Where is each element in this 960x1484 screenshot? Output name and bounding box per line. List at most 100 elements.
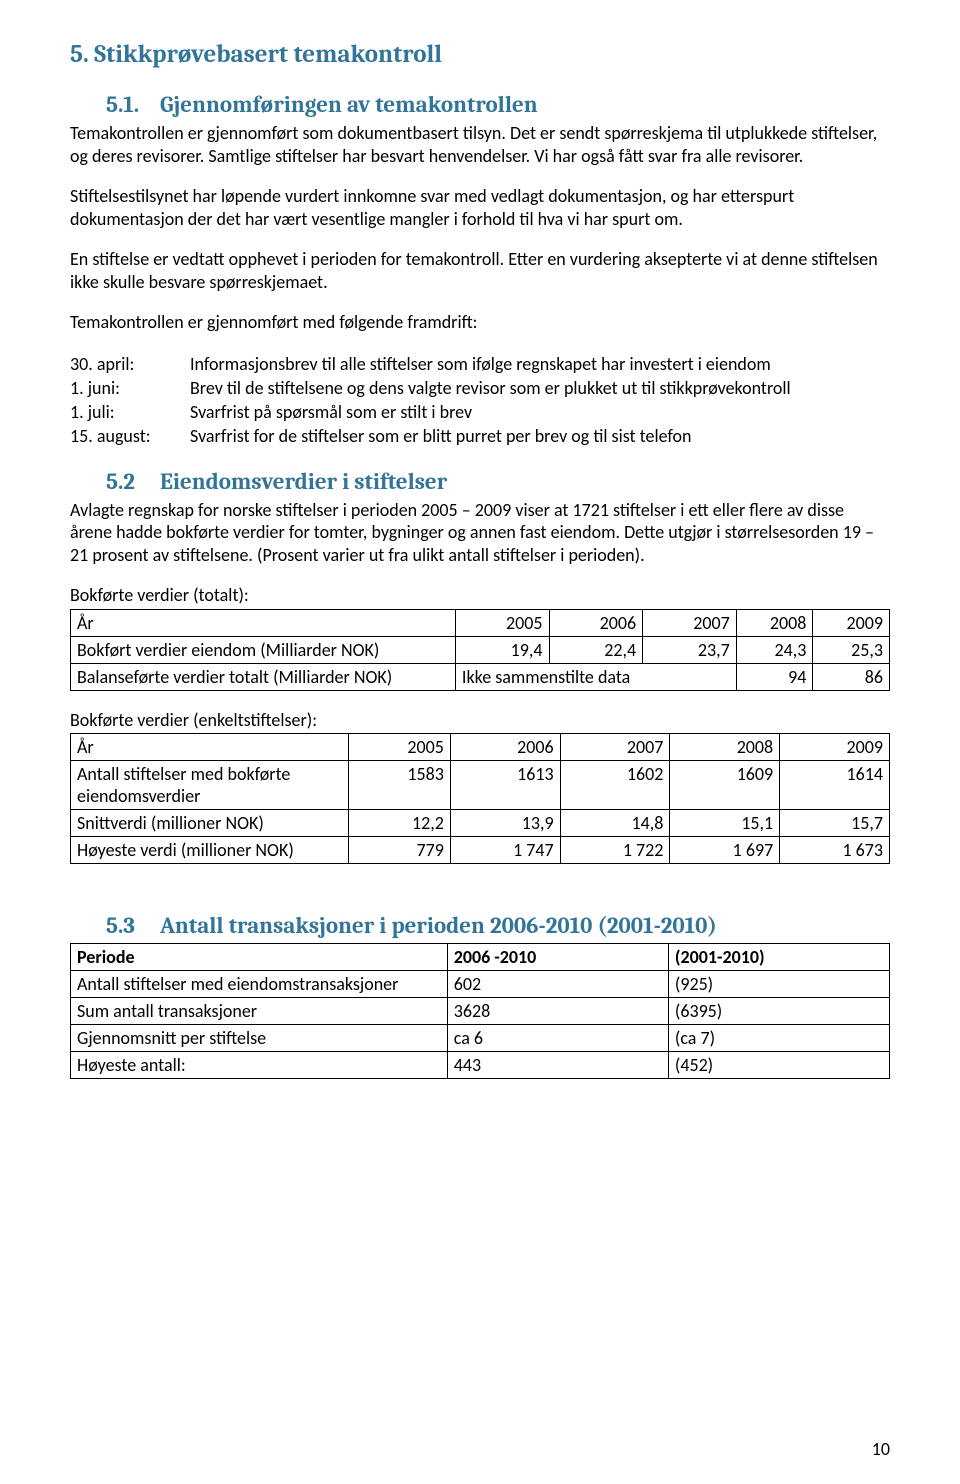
schedule-date: 1. juli: [70, 400, 190, 424]
cell: 3628 [447, 998, 668, 1025]
cell: (ca 7) [668, 1025, 889, 1052]
schedule-item: 1. juli: Svarfrist på spørsmål som er st… [70, 400, 791, 424]
cell: 14,8 [560, 810, 670, 837]
cell: (6395) [668, 998, 889, 1025]
table-row: Sum antall transaksjoner 3628 (6395) [71, 998, 890, 1025]
cell: 1 722 [560, 837, 670, 864]
cell: (452) [668, 1052, 889, 1079]
table-row: Antall stiftelser med eiendomstransaksjo… [71, 971, 890, 998]
cell: ca 6 [447, 1025, 668, 1052]
heading-5-3: 5.3Antall transaksjoner i perioden 2006-… [70, 912, 890, 939]
schedule-desc: Svarfrist på spørsmål som er stilt i bre… [190, 400, 791, 424]
cell-label: Sum antall transaksjoner [71, 998, 448, 1025]
table-row: Antall stiftelser med bokførte eiendomsv… [71, 761, 890, 810]
cell: 2009 [813, 609, 890, 636]
cell-label: Balanseførte verdier totalt (Milliarder … [71, 663, 456, 690]
cell: 22,4 [549, 636, 643, 663]
cell: 2006 -2010 [447, 944, 668, 971]
para-5-2: Avlagte regnskap for norske stiftelser i… [70, 499, 890, 567]
schedule-list: 30. april: Informasjonsbrev til alle sti… [70, 352, 791, 448]
cell-periode: Periode [71, 944, 448, 971]
cell: 2007 [560, 734, 670, 761]
cell: 24,3 [736, 636, 813, 663]
schedule-date: 15. august: [70, 424, 190, 448]
cell-label: Bokført verdier eiendom (Milliarder NOK) [71, 636, 456, 663]
table-row: Høyeste antall: 443 (452) [71, 1052, 890, 1079]
page-number: 10 [872, 1438, 890, 1460]
para-5-1-c: En stiftelse er vedtatt opphevet i perio… [70, 248, 890, 293]
schedule-desc: Svarfrist for de stiftelser som er blitt… [190, 424, 791, 448]
cell-span: Ikke sammenstilte data [455, 663, 736, 690]
cell: 86 [813, 663, 890, 690]
para-5-1-a: Temakontrollen er gjennomført som dokume… [70, 122, 890, 167]
cell-label: Antall stiftelser med eiendomstransaksjo… [71, 971, 448, 998]
table-enkelt: År 2005 2006 2007 2008 2009 Antall stift… [70, 733, 890, 864]
para-5-1-b: Stiftelsestilsynet har løpende vurdert i… [70, 185, 890, 230]
cell: 1583 [349, 761, 450, 810]
cell: 13,9 [450, 810, 560, 837]
heading-5-2-text: Eiendomsverdier i stiftelser [160, 468, 447, 495]
cell: 23,7 [643, 636, 737, 663]
cell: 25,3 [813, 636, 890, 663]
heading-5-1: 5.1.Gjennomføringen av temakontrollen [70, 91, 890, 118]
schedule-item: 15. august: Svarfrist for de stiftelser … [70, 424, 791, 448]
cell: 15,1 [670, 810, 780, 837]
cell: 2006 [450, 734, 560, 761]
schedule-item: 1. juni: Brev til de stiftelsene og dens… [70, 376, 791, 400]
schedule-date: 30. april: [70, 352, 190, 376]
cell: (2001-2010) [668, 944, 889, 971]
cell: 1602 [560, 761, 670, 810]
cell-year: År [71, 609, 456, 636]
label-enkelt: Bokførte verdier (enkeltstiftelser): [70, 709, 890, 732]
table-row: Bokført verdier eiendom (Milliarder NOK)… [71, 636, 890, 663]
heading-5-3-text: Antall transaksjoner i perioden 2006-201… [160, 912, 717, 939]
cell: 443 [447, 1052, 668, 1079]
cell: 2006 [549, 609, 643, 636]
cell: 1613 [450, 761, 560, 810]
table-row: År 2005 2006 2007 2008 2009 [71, 609, 890, 636]
cell-label: Høyeste antall: [71, 1052, 448, 1079]
label-totals: Bokførte verdier (totalt): [70, 584, 890, 607]
table-row: Balanseførte verdier totalt (Milliarder … [71, 663, 890, 690]
table-row: Gjennomsnitt per stiftelse ca 6 (ca 7) [71, 1025, 890, 1052]
schedule-item: 30. april: Informasjonsbrev til alle sti… [70, 352, 791, 376]
cell-label: Antall stiftelser med bokførte eiendomsv… [71, 761, 349, 810]
cell: 12,2 [349, 810, 450, 837]
cell: 2008 [736, 609, 813, 636]
cell: 1609 [670, 761, 780, 810]
table-row: År 2005 2006 2007 2008 2009 [71, 734, 890, 761]
schedule-desc: Informasjonsbrev til alle stiftelser som… [190, 352, 791, 376]
cell-label: Høyeste verdi (millioner NOK) [71, 837, 349, 864]
cell: 1 673 [780, 837, 890, 864]
table-totals: År 2005 2006 2007 2008 2009 Bokført verd… [70, 609, 890, 691]
heading-5-3-num: 5.3 [106, 912, 160, 939]
table-row: Periode 2006 -2010 (2001-2010) [71, 944, 890, 971]
cell: 19,4 [455, 636, 549, 663]
heading-5-1-text: Gjennomføringen av temakontrollen [160, 91, 538, 118]
cell: 2007 [643, 609, 737, 636]
cell: 2005 [455, 609, 549, 636]
heading-5-2-num: 5.2 [106, 468, 160, 495]
cell: (925) [668, 971, 889, 998]
cell: 779 [349, 837, 450, 864]
schedule-date: 1. juni: [70, 376, 190, 400]
cell-year: År [71, 734, 349, 761]
cell: 2009 [780, 734, 890, 761]
heading-5-2: 5.2Eiendomsverdier i stiftelser [70, 468, 890, 495]
cell: 1 747 [450, 837, 560, 864]
cell: 15,7 [780, 810, 890, 837]
table-row: Snittverdi (millioner NOK) 12,2 13,9 14,… [71, 810, 890, 837]
table-transactions: Periode 2006 -2010 (2001-2010) Antall st… [70, 943, 890, 1079]
para-5-1-d: Temakontrollen er gjennomført med følgen… [70, 311, 890, 334]
cell-label: Snittverdi (millioner NOK) [71, 810, 349, 837]
heading-5-1-num: 5.1. [106, 91, 160, 118]
cell: 1614 [780, 761, 890, 810]
cell: 94 [736, 663, 813, 690]
cell: 2005 [349, 734, 450, 761]
heading-5: 5. Stikkprøvebasert temakontroll [70, 40, 890, 69]
cell: 602 [447, 971, 668, 998]
cell-label: Gjennomsnitt per stiftelse [71, 1025, 448, 1052]
page: 5. Stikkprøvebasert temakontroll 5.1.Gje… [0, 0, 960, 1484]
table-row: Høyeste verdi (millioner NOK) 779 1 747 … [71, 837, 890, 864]
cell: 2008 [670, 734, 780, 761]
